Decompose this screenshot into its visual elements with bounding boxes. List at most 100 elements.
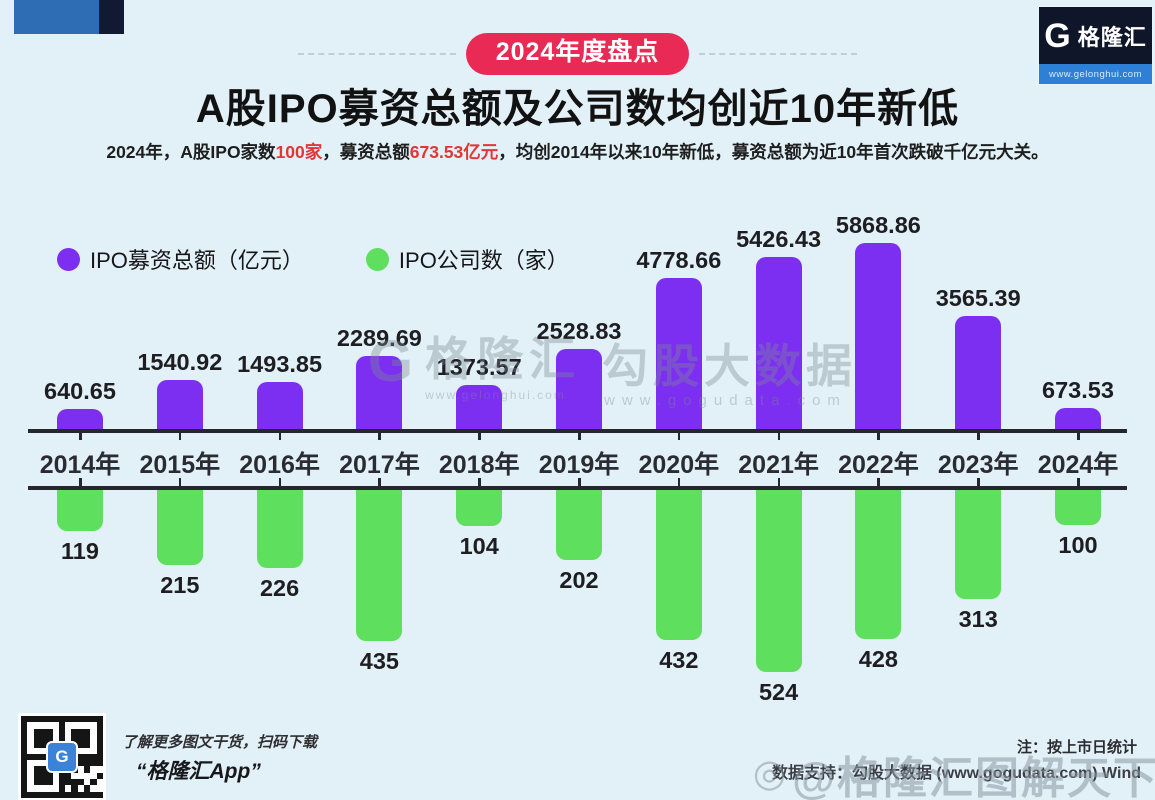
- qr-cell: [21, 716, 28, 723]
- axis-tick-bottom: [478, 478, 481, 486]
- company-count-value-label: 313: [958, 605, 998, 632]
- qr-cell: [39, 734, 47, 742]
- company-count-value-label: 428: [858, 645, 898, 672]
- qr-cell: [96, 728, 103, 735]
- qr-cell: [90, 760, 97, 767]
- qr-cell: [77, 741, 85, 748]
- qr-cell: [71, 728, 78, 735]
- company-count-value-label: 100: [1058, 531, 1098, 558]
- fundraising-bar: [556, 349, 602, 429]
- brand-url: www.gelonghui.com: [1039, 64, 1152, 84]
- qr-cell: [21, 722, 28, 729]
- badge-dash-right: [699, 53, 858, 55]
- company-count-bar: [57, 489, 103, 531]
- qr-cell: [77, 753, 85, 761]
- qr-cell: [46, 779, 53, 786]
- fundraising-value-label: 640.65: [44, 378, 116, 404]
- qr-cell: [33, 772, 40, 780]
- brand-logo-top: G 格隆汇: [1039, 7, 1152, 64]
- fundraising-bar: [57, 409, 103, 429]
- axis-tick-top: [378, 432, 381, 440]
- qr-cell: [39, 753, 47, 761]
- qr-cell: [21, 779, 28, 786]
- axis-tick-bottom: [1077, 478, 1080, 486]
- subtitle-text: ，均创2014年以来10年新低，募资总额为近10年首次跌破千亿元大关。: [498, 142, 1049, 162]
- qr-cell: [21, 772, 28, 780]
- qr-app-name: “格隆汇App”: [136, 760, 261, 783]
- company-count-value-label: 202: [559, 566, 599, 593]
- axis-tick-bottom: [677, 478, 681, 486]
- qr-cell: [58, 779, 66, 786]
- qr-cell: [39, 766, 47, 773]
- qr-cell: [58, 728, 66, 735]
- fundraising-value-label: 4778.66: [636, 247, 722, 273]
- qr-cell: [46, 772, 53, 780]
- qr-cell: [39, 779, 47, 786]
- axis-tick-bottom: [178, 478, 182, 486]
- qr-cell: [33, 716, 40, 723]
- axis-year-label: 2019年: [538, 451, 620, 479]
- qr-cell: [33, 728, 40, 735]
- fundraising-bar: [456, 385, 503, 429]
- qr-cell: [65, 716, 72, 723]
- qr-cell: [46, 728, 53, 735]
- legend-label: IPO公司数（家）: [398, 248, 569, 273]
- qr-cell: [90, 716, 97, 723]
- fundraising-bar: [655, 278, 702, 429]
- corner-decoration-blue: [14, 0, 99, 34]
- qr-cell: [58, 772, 66, 780]
- qr-cell: [33, 791, 40, 798]
- qr-caption: 了解更多图文干货，扫码下载: [122, 734, 318, 751]
- qr-cell: [39, 728, 47, 735]
- company-count-value-label: 524: [758, 678, 799, 705]
- company-count-bar: [456, 489, 503, 526]
- legend-item: IPO公司数（家）: [365, 243, 569, 275]
- axis-line-top: [28, 429, 1127, 433]
- qr-cell: [96, 747, 103, 754]
- fundraising-value-label: 2528.83: [536, 318, 622, 344]
- qr-cell: [96, 791, 103, 798]
- axis-tick-top: [178, 432, 182, 440]
- company-count-bar: [1055, 489, 1101, 525]
- qr-cell: [39, 716, 47, 723]
- company-count-bar: [556, 489, 602, 560]
- fundraising-value-label: 3565.39: [935, 285, 1021, 311]
- legend-dot-icon: [365, 247, 389, 271]
- qr-cell: [96, 741, 103, 748]
- company-count-value-label: 215: [160, 571, 200, 598]
- axis-year-label: 2022年: [838, 451, 919, 479]
- corner-decoration-navy: [99, 0, 124, 34]
- company-count-bar: [655, 489, 702, 640]
- fundraising-bar: [356, 356, 403, 429]
- qr-cell: [71, 791, 78, 798]
- qr-cell: [84, 728, 91, 735]
- qr-cell: [46, 716, 53, 723]
- axis-tick-top: [278, 432, 282, 440]
- fundraising-value-label: 673.53: [1042, 377, 1114, 403]
- qr-cell: [90, 791, 97, 798]
- axis-year-label: 2023年: [937, 451, 1019, 479]
- company-count-bar: [755, 489, 802, 672]
- subtitle-text: 2024年，A股IPO家数: [106, 142, 276, 162]
- qr-cell: [77, 728, 85, 735]
- qr-cell: [52, 716, 59, 723]
- qr-cell: [39, 791, 47, 798]
- qr-cell: [96, 772, 103, 780]
- axis-tick-top: [677, 432, 681, 440]
- axis-tick-bottom: [777, 478, 781, 486]
- axis-year-label: 2016年: [239, 451, 320, 479]
- qr-cell: [21, 785, 28, 792]
- qr-cell: [96, 722, 103, 729]
- axis-year-label: 2024年: [1037, 451, 1119, 479]
- axis-year-label: 2020年: [638, 451, 720, 479]
- qr-cell: [27, 791, 34, 798]
- qr-cell: [96, 760, 103, 767]
- brand-logo: G 格隆汇 www.gelonghui.com: [1039, 7, 1152, 84]
- axis-tick-top: [777, 432, 781, 440]
- qr-cell: [46, 734, 53, 742]
- qr-cell: [65, 791, 72, 798]
- qr-cell: [84, 741, 91, 748]
- subtitle-highlight: 673.53亿元: [409, 142, 499, 162]
- qr-cell: [46, 791, 53, 798]
